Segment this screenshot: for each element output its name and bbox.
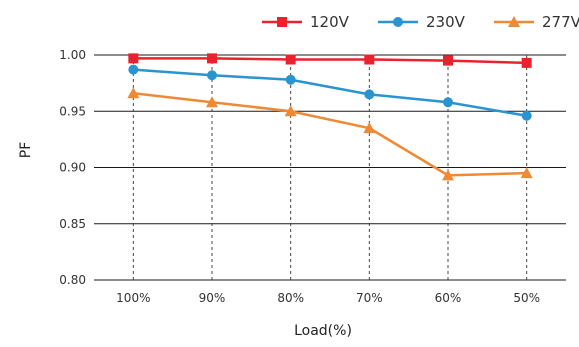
y-tick-label: 0.95 — [59, 104, 86, 118]
y-tick-labels: 1.00 0.95 0.90 0.85 0.80 — [59, 48, 86, 287]
legend-item-277v: 277V — [494, 13, 579, 31]
data-point — [364, 89, 375, 100]
series-line — [133, 57, 527, 65]
series-group — [127, 53, 533, 181]
data-point — [285, 74, 296, 85]
x-tick-label: 90% — [199, 291, 226, 305]
y-tick-label: 1.00 — [59, 48, 86, 62]
data-point — [285, 54, 296, 65]
x-tick-label: 70% — [356, 291, 383, 305]
data-point — [521, 57, 532, 68]
x-axis-label: Load(%) — [294, 323, 352, 339]
data-point — [284, 105, 297, 117]
data-point — [206, 96, 218, 108]
legend-item-230v: 230V — [378, 13, 466, 31]
data-point — [520, 167, 533, 179]
legend-marker — [393, 17, 403, 27]
x-tick-label: 80% — [277, 291, 304, 305]
y-axis-label: PF — [18, 142, 34, 159]
legend-marker — [508, 16, 520, 27]
data-point — [207, 70, 217, 81]
y-tick-label: 0.90 — [59, 161, 86, 175]
legend-label: 230V — [426, 13, 466, 31]
legend-item-120v: 120V — [262, 13, 350, 31]
data-point — [363, 122, 376, 134]
series-120v — [128, 53, 532, 68]
legend-label: 120V — [310, 13, 350, 31]
data-point — [127, 87, 140, 99]
data-point — [443, 97, 453, 108]
legend-label: 277V — [542, 13, 579, 31]
grid — [94, 54, 566, 281]
data-point — [128, 53, 139, 64]
x-tick-labels: 100% 90% 80% 70% 60% 50% — [116, 291, 540, 305]
series-line — [133, 92, 527, 177]
legend: 120V 230V 277V — [262, 13, 579, 31]
y-tick-label: 0.80 — [59, 273, 86, 287]
data-point — [207, 53, 217, 64]
data-point — [128, 64, 139, 75]
series-230v — [128, 64, 532, 121]
data-point — [442, 169, 454, 181]
series-line — [133, 68, 527, 117]
data-point — [364, 54, 375, 65]
y-tick-label: 0.85 — [59, 217, 86, 231]
x-tick-label: 50% — [513, 291, 540, 305]
series-277v — [127, 87, 533, 181]
data-point — [521, 110, 532, 121]
x-tick-label: 60% — [435, 291, 462, 305]
data-point — [443, 55, 453, 66]
x-tick-label: 100% — [116, 291, 150, 305]
legend-marker — [277, 17, 287, 27]
